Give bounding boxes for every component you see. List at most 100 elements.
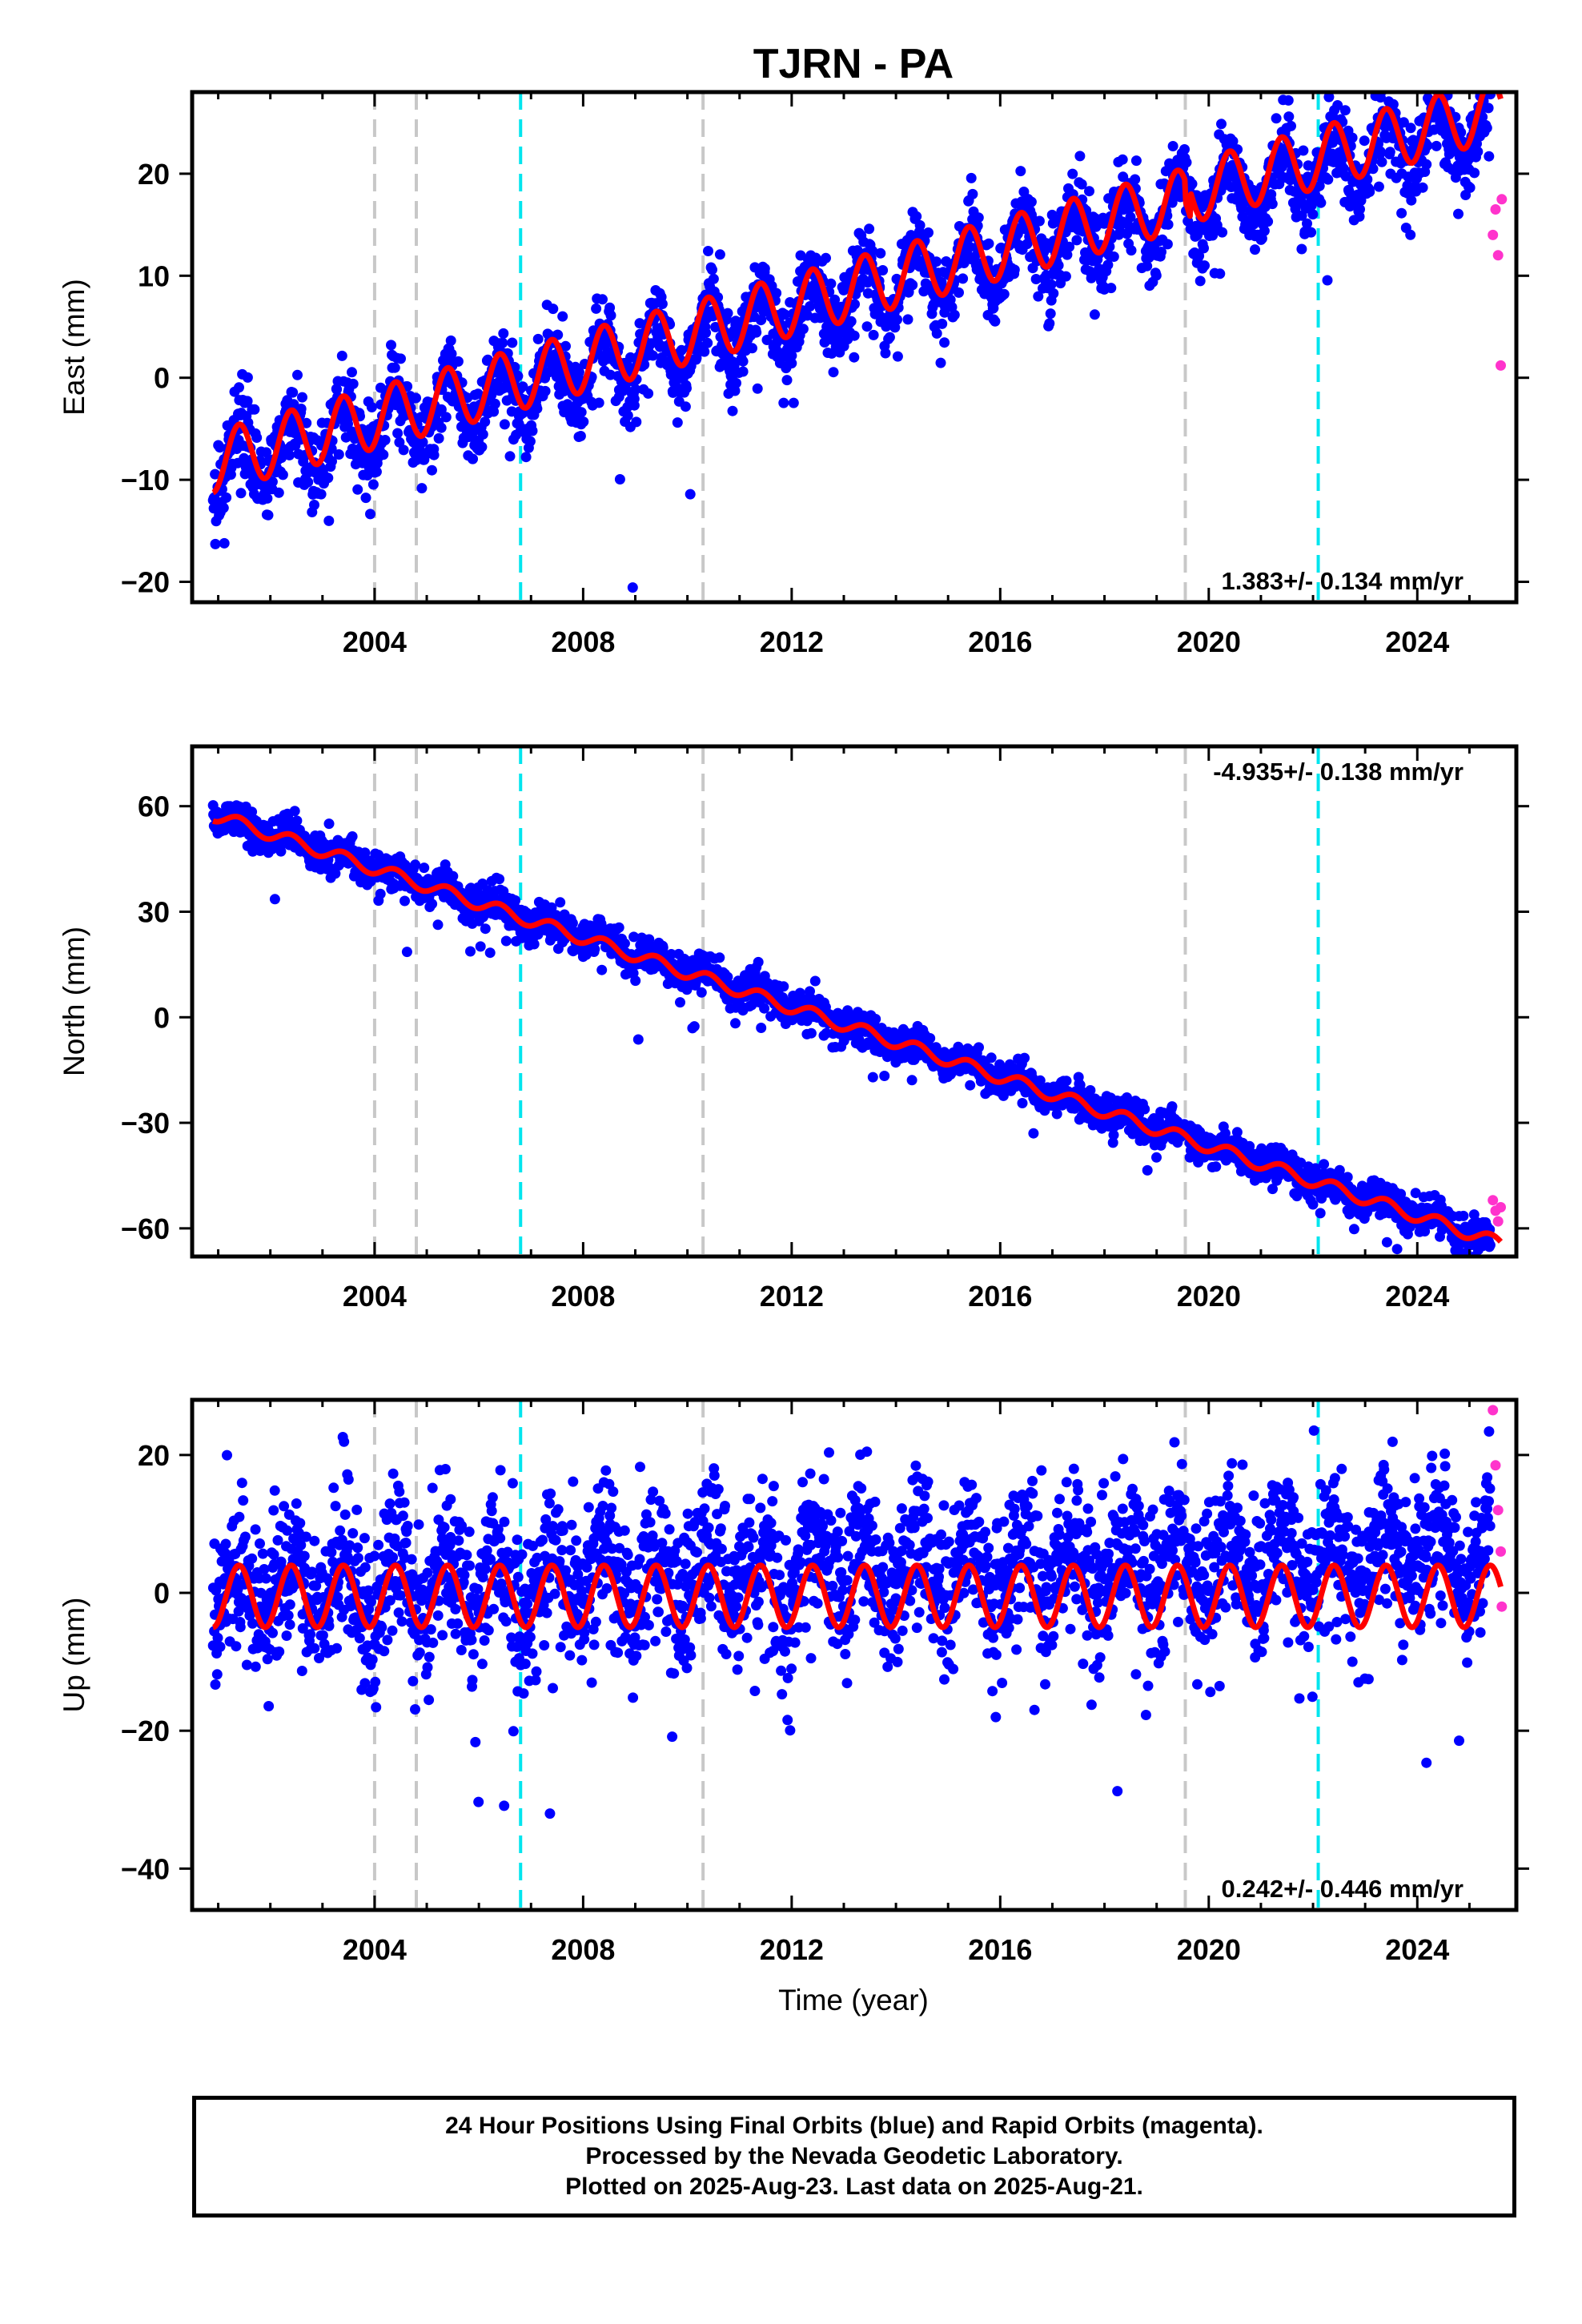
final-orbit-point bbox=[1107, 1137, 1118, 1148]
final-orbit-point bbox=[500, 935, 512, 947]
final-orbit-point bbox=[593, 397, 604, 408]
final-orbit-point bbox=[1332, 100, 1343, 111]
final-orbit-point bbox=[936, 276, 947, 287]
final-orbit-point bbox=[628, 400, 640, 411]
final-orbit-point bbox=[520, 452, 532, 463]
final-orbit-point bbox=[675, 997, 685, 1008]
final-orbit-point bbox=[1367, 163, 1379, 175]
final-orbit-point bbox=[730, 1018, 741, 1029]
final-orbit-point bbox=[795, 250, 806, 261]
final-orbit-point bbox=[1481, 123, 1492, 134]
final-orbit-point bbox=[753, 956, 764, 967]
final-orbit-point bbox=[1030, 274, 1042, 284]
final-orbit-point bbox=[925, 1033, 936, 1043]
final-orbit-point bbox=[416, 483, 428, 494]
final-orbit-point bbox=[691, 352, 702, 364]
final-orbit-point bbox=[1383, 66, 1394, 76]
final-orbit-point bbox=[1162, 239, 1173, 250]
final-orbit-point bbox=[436, 422, 447, 433]
final-orbit-point bbox=[1139, 1104, 1150, 1115]
panel-frame bbox=[190, 90, 1519, 605]
final-orbit-point bbox=[680, 401, 691, 412]
final-orbit-point bbox=[367, 479, 379, 490]
final-orbit-point bbox=[756, 1023, 767, 1033]
final-orbit-point bbox=[275, 846, 287, 857]
final-orbit-point bbox=[378, 449, 389, 460]
final-orbit-point bbox=[666, 949, 677, 959]
final-orbit-point bbox=[731, 377, 741, 388]
final-orbit-point bbox=[247, 806, 258, 818]
final-orbit-point bbox=[1019, 1052, 1030, 1063]
final-orbit-point bbox=[540, 385, 551, 396]
final-orbit-point bbox=[714, 952, 725, 963]
final-orbit-point bbox=[867, 245, 878, 256]
final-orbit-point bbox=[269, 894, 280, 905]
final-orbit-point bbox=[394, 436, 405, 448]
final-orbit-point bbox=[528, 939, 540, 950]
final-orbit-point bbox=[301, 417, 312, 428]
final-orbit-point bbox=[1215, 268, 1226, 279]
final-orbit-point bbox=[656, 299, 668, 309]
final-orbit-point bbox=[805, 986, 815, 997]
final-orbit-point bbox=[375, 888, 386, 899]
final-orbit-point bbox=[825, 278, 837, 289]
final-orbit-point bbox=[1283, 111, 1295, 123]
final-orbit-point bbox=[1306, 227, 1317, 238]
final-orbit-point bbox=[1283, 94, 1294, 106]
final-orbit-point bbox=[1425, 74, 1435, 85]
final-orbit-point bbox=[1156, 247, 1166, 257]
final-orbit-point bbox=[756, 314, 767, 325]
final-orbit-point bbox=[1117, 154, 1128, 165]
final-orbit-point bbox=[1464, 182, 1476, 193]
final-orbit-point bbox=[737, 356, 749, 367]
final-orbit-point bbox=[870, 1014, 881, 1024]
final-orbit-point bbox=[1062, 249, 1073, 260]
final-orbit-point bbox=[323, 515, 335, 526]
final-orbit-point bbox=[829, 294, 841, 305]
final-orbit-point bbox=[996, 242, 1006, 253]
final-orbit-point bbox=[1186, 179, 1198, 190]
final-orbit-point bbox=[249, 404, 260, 415]
final-orbit-point bbox=[331, 384, 343, 395]
final-orbit-point bbox=[396, 353, 406, 364]
final-orbit-point bbox=[1263, 216, 1274, 227]
final-orbit-point bbox=[419, 862, 430, 874]
final-orbit-point bbox=[210, 538, 221, 549]
final-orbit-point bbox=[389, 362, 400, 373]
final-orbit-point bbox=[524, 436, 536, 447]
final-orbit-point bbox=[1034, 1075, 1046, 1086]
final-orbit-point bbox=[1483, 103, 1494, 114]
final-orbit-point bbox=[1045, 308, 1056, 320]
final-orbit-point bbox=[1484, 151, 1495, 162]
final-orbit-point bbox=[842, 1005, 853, 1016]
final-orbit-point bbox=[1417, 182, 1428, 193]
final-orbit-point bbox=[867, 1072, 878, 1083]
final-orbit-point bbox=[696, 987, 707, 998]
final-orbit-point bbox=[1481, 54, 1492, 65]
final-orbit-point bbox=[1364, 187, 1375, 197]
north-panel: 2004 2008 2012 2016 2020 2024−60−3003060North… bbox=[58, 744, 1529, 1313]
final-orbit-point bbox=[1315, 1208, 1326, 1219]
final-orbit-point bbox=[779, 309, 790, 320]
final-orbit-point bbox=[879, 1071, 890, 1081]
final-orbit-point bbox=[797, 324, 809, 335]
final-orbit-point bbox=[727, 405, 738, 416]
final-orbit-point bbox=[476, 441, 488, 452]
final-orbit-point bbox=[333, 449, 344, 460]
final-orbit-point bbox=[935, 357, 946, 368]
final-orbit-point bbox=[778, 397, 789, 408]
final-orbit-point bbox=[498, 328, 509, 339]
final-orbit-point bbox=[954, 287, 964, 298]
final-orbit-point bbox=[575, 431, 586, 441]
final-orbit-point bbox=[1286, 120, 1296, 131]
final-orbit-point bbox=[1322, 275, 1333, 286]
final-orbit-point bbox=[931, 328, 942, 339]
final-orbit-point bbox=[507, 337, 518, 348]
final-orbit-point bbox=[849, 330, 860, 341]
final-orbit-point bbox=[1406, 195, 1417, 206]
final-orbit-point bbox=[284, 449, 295, 460]
final-orbit-point bbox=[631, 416, 642, 428]
final-orbit-point bbox=[1247, 184, 1259, 195]
final-orbit-point bbox=[347, 367, 357, 378]
